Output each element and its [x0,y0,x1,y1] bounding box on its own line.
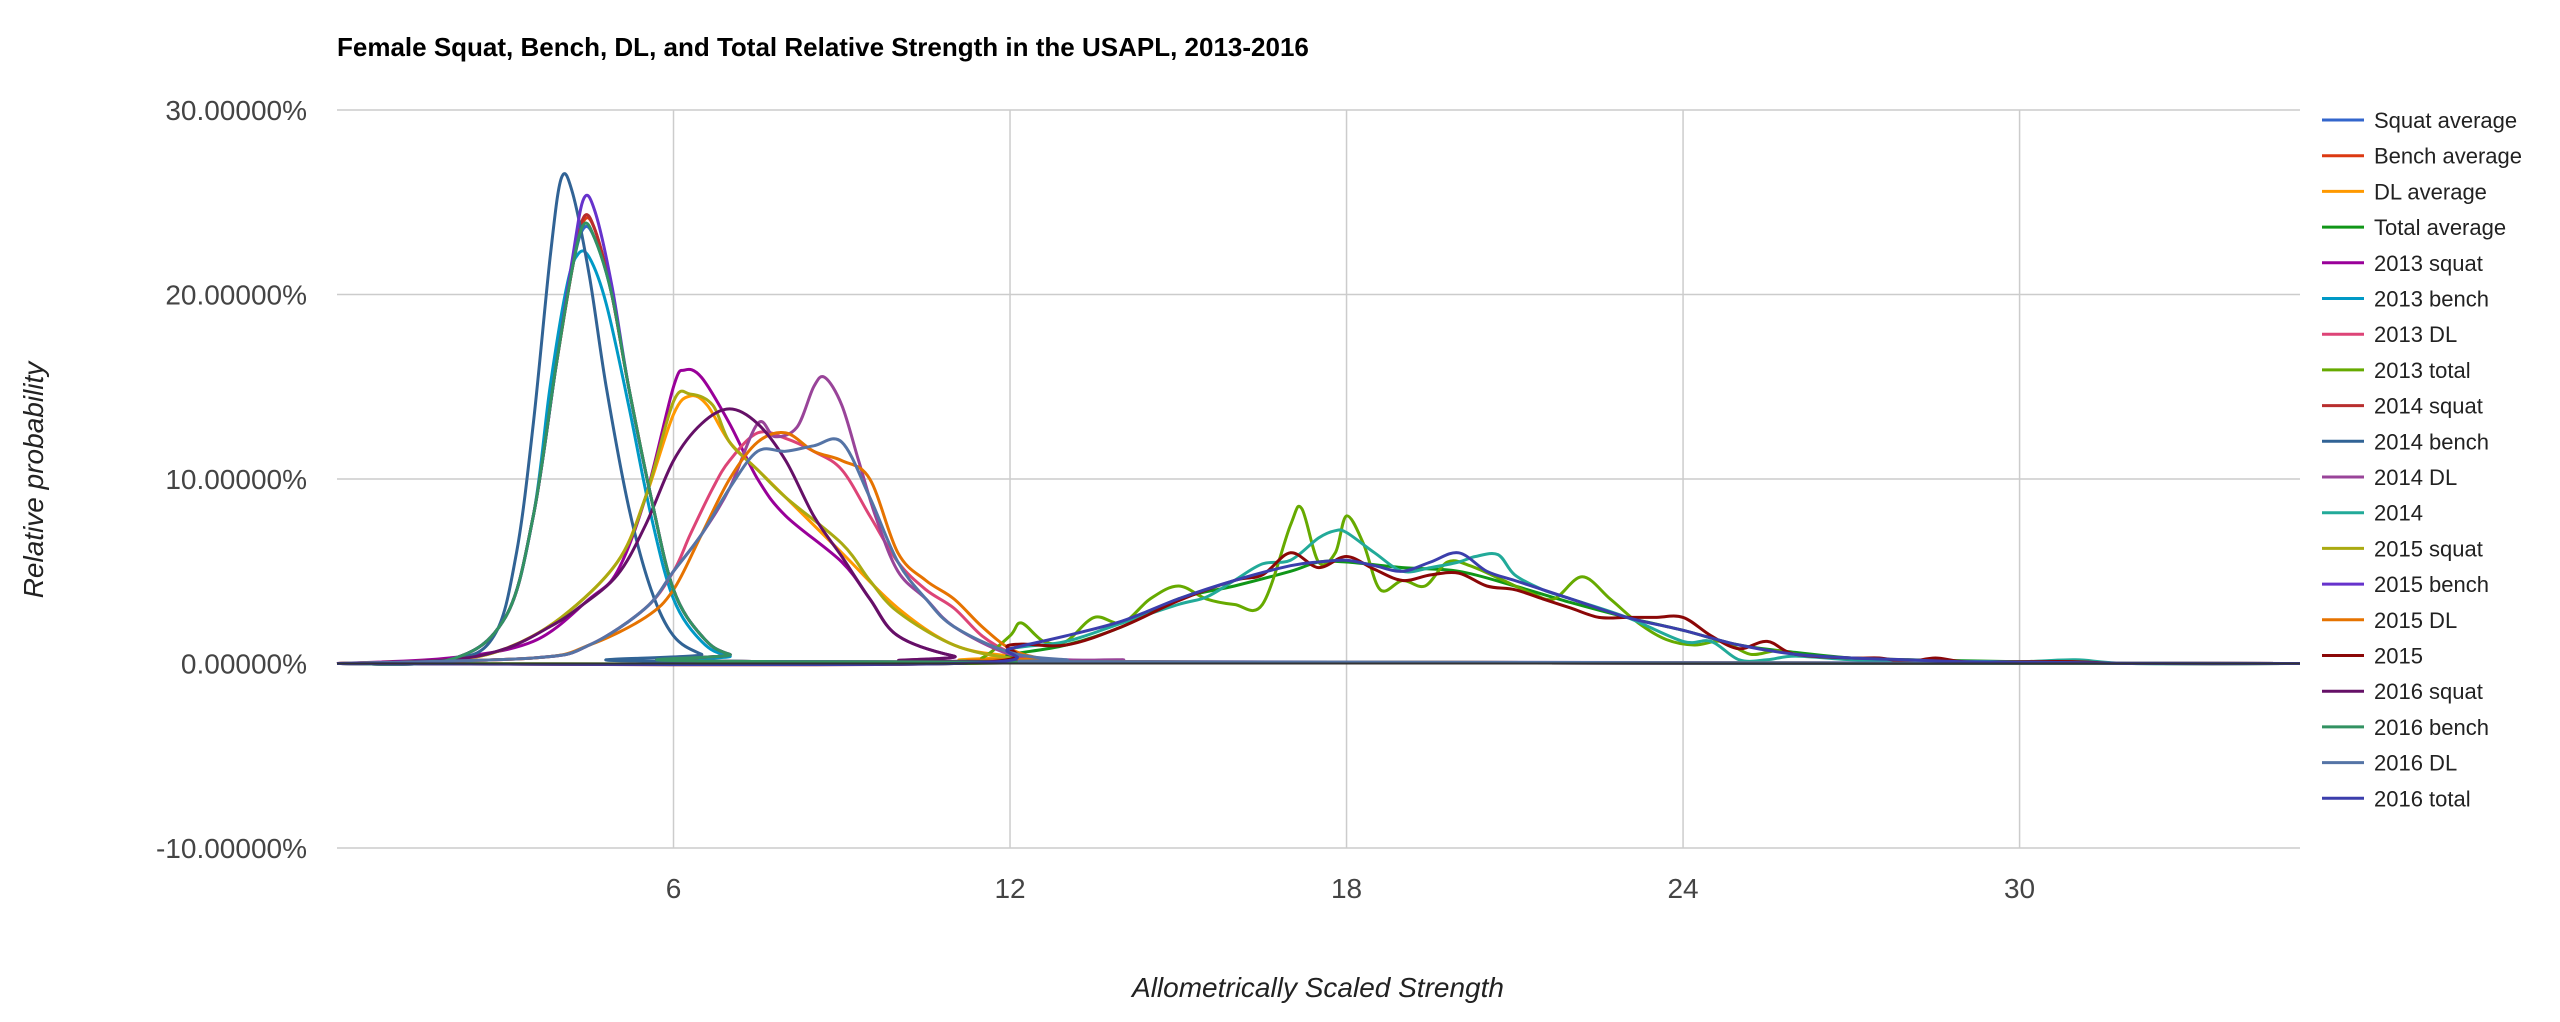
grid-layer [337,109,2300,849]
legend-label-2015-dl: 2015 DL [2374,608,2457,633]
legend-label-2013-bench: 2013 bench [2374,287,2489,312]
series-line-2014-squat [336,213,2301,666]
x-tick-label: 12 [994,873,1025,904]
x-tick-label: 30 [2004,873,2035,904]
y-tick-label: 30.00000% [165,95,307,126]
legend-label-2014-squat: 2014 squat [2374,394,2483,419]
legend-label-2015-squat: 2015 squat [2374,536,2483,561]
legend-label-2016-bench: 2016 bench [2374,715,2489,740]
series-line-2013-dl [336,430,2301,665]
axis-layer: -10.00000% 0.00000% 10.00000% 20.00000% 30.0… [156,95,2300,904]
x-tick-label: 6 [666,873,682,904]
x-tick-label: 18 [1331,873,1362,904]
legend-label-2013-dl: 2013 DL [2374,322,2457,347]
legend-label-dl-average: DL average [2374,179,2487,204]
series-line-total-average [336,559,2301,666]
legend-label-2014: 2014 [2374,501,2423,526]
series-line-2013-total [336,504,2301,666]
legend-label-2013-squat: 2013 squat [2374,251,2483,276]
x-tick-label: 24 [1667,873,1698,904]
series-line-2015-dl [336,431,2301,665]
series-line-2013-bench [336,249,2301,666]
y-tick-label: 0.00000% [181,649,307,680]
legend-label-2015-bench: 2015 bench [2374,572,2489,597]
series-line-2016-dl [336,437,2301,665]
legend-label-2016-total: 2016 total [2374,786,2471,811]
chart-title: Female Squat, Bench, DL, and Total Relat… [337,32,1309,62]
legend-label-total-average: Total average [2374,215,2506,240]
legend-label-2015: 2015 [2374,644,2423,669]
series-line-2015-squat [336,389,2301,665]
x-axis-label: Allometrically Scaled Strength [1132,972,1504,1003]
series-line-squat-average [336,224,2301,666]
series-line-2016-bench [336,221,2301,666]
series-line-2015 [336,551,2301,667]
legend-label-2014-bench: 2014 bench [2374,429,2489,454]
series-layer [336,172,2301,667]
legend-label-2016-squat: 2016 squat [2374,679,2483,704]
series-line-2014 [336,528,2301,667]
legend-label-bench-average: Bench average [2374,144,2522,169]
series-line-2015-bench [336,193,2301,666]
legend-label-squat-average: Squat average [2374,108,2517,133]
series-line-2016-total [336,551,2301,667]
legend-label-2016-dl: 2016 DL [2374,751,2457,776]
series-line-dl-average [336,394,2301,665]
series-line-bench-average [336,216,2301,666]
legend-label-2013-total: 2013 total [2374,358,2471,383]
y-tick-label: 20.00000% [165,280,307,311]
y-tick-label: -10.00000% [156,833,307,864]
y-tick-label: 10.00000% [165,464,307,495]
legend-label-2014-dl: 2014 DL [2374,465,2457,490]
legend: Squat average Bench average DL average Tota… [2322,108,2522,811]
